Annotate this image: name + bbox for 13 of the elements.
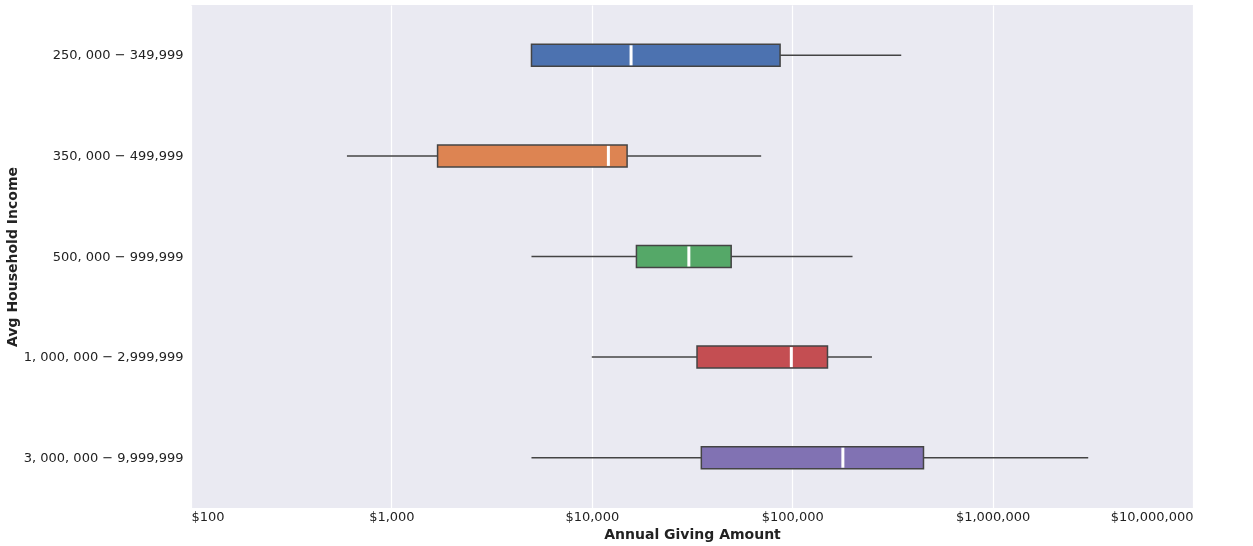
y-tick-label: 1, 000, 000 − 2,999,999 bbox=[23, 349, 184, 365]
y-tick-label: 350, 000 − 499,999 bbox=[52, 147, 184, 163]
y-tick-label: 3, 000, 000 − 9,999,999 bbox=[23, 449, 184, 465]
y-tick-label: 500, 000 − 999,999 bbox=[52, 248, 184, 264]
x-tick-label: $100 bbox=[191, 508, 225, 524]
x-tick-label: $1,000,000 bbox=[955, 508, 1031, 524]
y-tick-label: 250, 000 − 349,999 bbox=[52, 47, 184, 63]
x-tick-label: $1,000 bbox=[369, 508, 415, 524]
x-tick-label: $100,000 bbox=[761, 508, 824, 524]
x-tick-label: $10,000,000 bbox=[1110, 508, 1194, 524]
x-axis-title: Annual Giving Amount bbox=[604, 525, 782, 542]
y-axis-title: Avg Household Income bbox=[3, 167, 20, 347]
x-tick-label: $10,000 bbox=[565, 508, 620, 524]
